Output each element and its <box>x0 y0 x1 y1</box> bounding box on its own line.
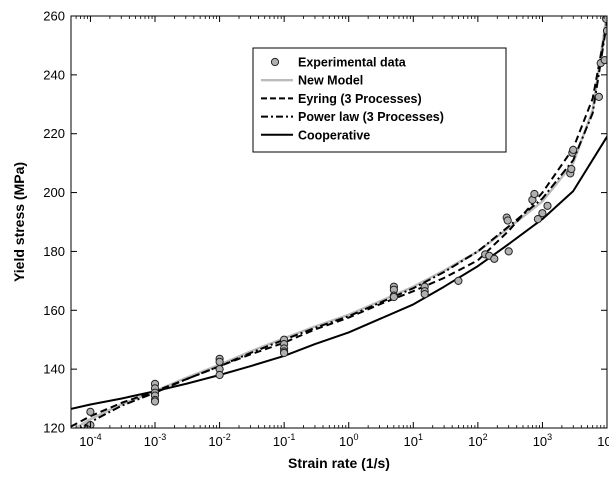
legend-item-eyring-3-processes: Eyring (3 Processes) <box>261 92 422 106</box>
data-point <box>538 209 547 218</box>
data-point <box>504 247 513 256</box>
y-axis-ticks: 120 140 160 180 200 220 240 260 <box>43 9 607 436</box>
y-tick-label: 240 <box>43 67 65 82</box>
series-line-cooperative <box>71 136 607 410</box>
x-tick-label: 10-1 <box>273 432 295 449</box>
legend-label: Power law (3 Processes) <box>298 110 444 124</box>
data-point <box>533 215 543 224</box>
data-point <box>543 201 552 210</box>
legend: Experimental data New Model Eyring (3 Proc… <box>252 47 507 153</box>
legend-label: New Model <box>298 74 363 88</box>
x-tick-label: 10-3 <box>144 432 166 449</box>
data-point <box>389 292 398 302</box>
y-tick-label: 160 <box>43 303 65 318</box>
y-tick-label: 200 <box>43 185 65 200</box>
legend-label: Cooperative <box>298 128 370 142</box>
y-tick-label: 220 <box>43 126 65 141</box>
data-point <box>215 357 224 366</box>
legend-item-new-model: New Model <box>261 74 363 88</box>
data-point <box>86 407 95 416</box>
legend-item-cooperative: Cooperative <box>261 128 370 142</box>
legend-label: Eyring (3 Processes) <box>298 92 422 106</box>
data-point <box>567 164 576 174</box>
y-tick-label: 140 <box>43 362 65 377</box>
legend-marker <box>270 57 280 67</box>
x-tick-label: 101 <box>404 432 423 449</box>
x-tick-label: 104 <box>597 432 609 449</box>
data-point <box>420 290 429 299</box>
x-tick-label: 10-4 <box>79 432 101 449</box>
x-tick-label: 102 <box>468 432 487 449</box>
data-point <box>150 397 160 406</box>
y-tick-label: 180 <box>43 244 65 259</box>
legend-item-experimental-data: Experimental data <box>270 56 407 70</box>
y-tick-label: 260 <box>43 9 65 24</box>
legend-box <box>252 47 507 153</box>
data-point <box>602 26 607 35</box>
y-axis-label: Yield stress (MPa) <box>11 162 27 282</box>
x-tick-label: 10-2 <box>208 432 230 449</box>
x-tick-label: 103 <box>533 432 552 449</box>
plot-markers <box>83 16 607 428</box>
data-point <box>490 254 499 263</box>
data-point <box>530 189 539 199</box>
x-tick-label: 100 <box>339 432 358 449</box>
y-tick-label: 120 <box>43 421 65 436</box>
series-line-power-law-3-processes <box>78 21 607 428</box>
data-point <box>594 92 604 102</box>
data-point <box>215 370 224 380</box>
data-point <box>569 145 578 154</box>
data-point <box>600 56 607 65</box>
legend-label: Experimental data <box>298 56 407 70</box>
data-point <box>280 348 289 358</box>
legend-item-power-law-3-processes: Power law (3 Processes) <box>261 110 444 124</box>
x-axis-label: Strain rate (1/s) <box>288 455 390 471</box>
data-point <box>454 276 463 285</box>
data-point <box>602 16 607 23</box>
data-point <box>503 216 512 225</box>
